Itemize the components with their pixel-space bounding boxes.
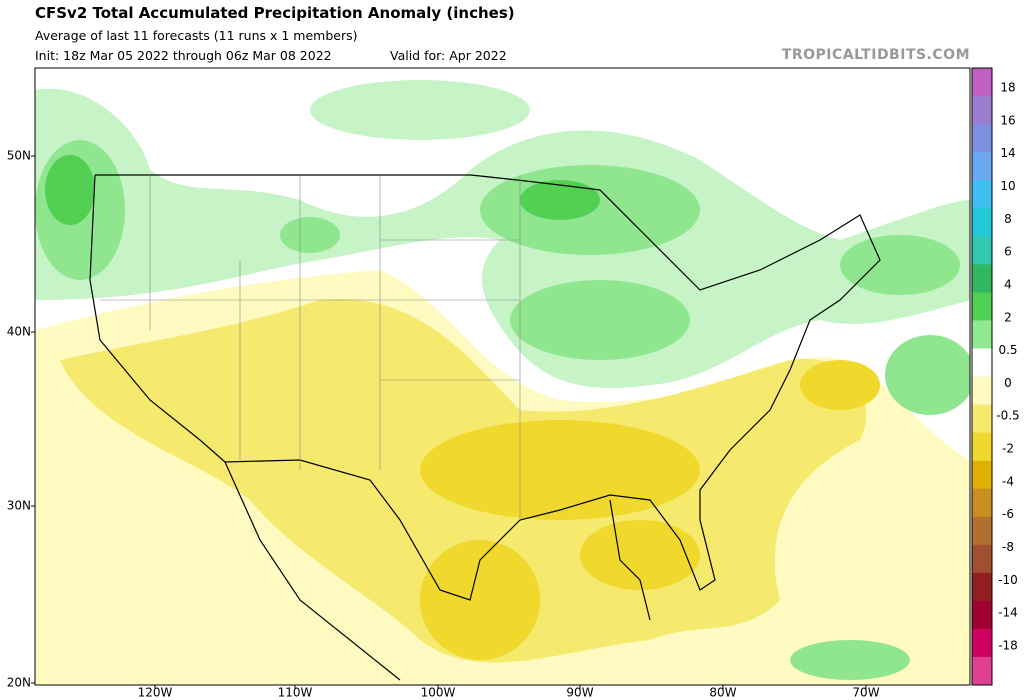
- colorbar-label: 8: [1004, 212, 1012, 226]
- lat-label: 50N: [7, 149, 31, 163]
- colorbar-swatch: [972, 208, 992, 237]
- lat-label: 30N: [7, 499, 31, 513]
- colorbar-swatch: [972, 460, 992, 490]
- colorbar-swatch: [972, 432, 992, 462]
- colorbar-swatch: [972, 628, 992, 658]
- colorbar-swatch: [972, 516, 992, 546]
- colorbar-swatch: [972, 600, 992, 630]
- colorbar-label: -4: [1002, 474, 1014, 488]
- colorbar-label: 4: [1004, 277, 1012, 291]
- lon-label: 90W: [566, 686, 593, 700]
- watermark: TROPICALTIDBITS.COM: [781, 47, 970, 63]
- colorbar-swatch: [972, 404, 992, 434]
- colorbar-label: 0.5: [998, 343, 1017, 357]
- colorbar-swatch: [972, 348, 992, 377]
- colorbar-swatch: [972, 572, 992, 602]
- lon-label: 120W: [138, 686, 173, 700]
- lon-label: 110W: [278, 686, 313, 700]
- map-frame: [34, 67, 971, 686]
- lon-label: 70W: [852, 686, 879, 700]
- title: CFSv2 Total Accumulated Precipitation An…: [35, 4, 515, 22]
- colorbar-swatch: [972, 320, 992, 349]
- init-time: Init: 18z Mar 05 2022 through 06z Mar 08…: [35, 48, 332, 63]
- colorbar-label: 2: [1004, 310, 1012, 324]
- colorbar-label: -18: [998, 639, 1018, 653]
- map-field: [35, 68, 970, 685]
- lon-label: 100W: [421, 686, 456, 700]
- colorbar-label: 16: [1000, 113, 1015, 127]
- colorbar-label: 18: [1000, 81, 1015, 95]
- colorbar-label: -2: [1002, 442, 1014, 456]
- colorbar: 18 16 14 10 8 6 4 2 0.5 0 -0.5 -2 -4 -6 -8 -10 -14 -18: [971, 67, 1020, 686]
- colorbar-frame: [971, 67, 993, 686]
- colorbar-label: 0: [1004, 376, 1012, 390]
- subtitle: Average of last 11 forecasts (11 runs x …: [35, 28, 358, 43]
- colorbar-swatch: [972, 544, 992, 574]
- lat-label: 20N: [7, 676, 31, 690]
- colorbar-label: 10: [1000, 179, 1015, 193]
- colorbar-label: 14: [1000, 146, 1015, 160]
- colorbar-label: -6: [1002, 507, 1014, 521]
- colorbar-swatch: [972, 656, 992, 686]
- colorbar-swatch: [972, 488, 992, 518]
- colorbar-swatch: [972, 96, 992, 125]
- colorbar-swatch: [972, 376, 992, 406]
- colorbar-label: -14: [998, 606, 1018, 620]
- valid-time: Valid for: Apr 2022: [390, 48, 507, 63]
- colorbar-swatch: [972, 124, 992, 153]
- colorbar-swatch: [972, 264, 992, 293]
- colorbar-swatch: [972, 152, 992, 181]
- colorbar-label: -8: [1002, 540, 1014, 554]
- lat-label: 40N: [7, 325, 31, 339]
- colorbar-swatch: [972, 236, 992, 265]
- lon-label: 80W: [709, 686, 736, 700]
- colorbar-label: -0.5: [996, 409, 1019, 423]
- colorbar-swatch: [972, 180, 992, 209]
- colorbar-label: -10: [998, 573, 1018, 587]
- colorbar-label: 6: [1004, 245, 1012, 259]
- colorbar-swatch: [972, 292, 992, 321]
- colorbar-swatch: [972, 68, 992, 97]
